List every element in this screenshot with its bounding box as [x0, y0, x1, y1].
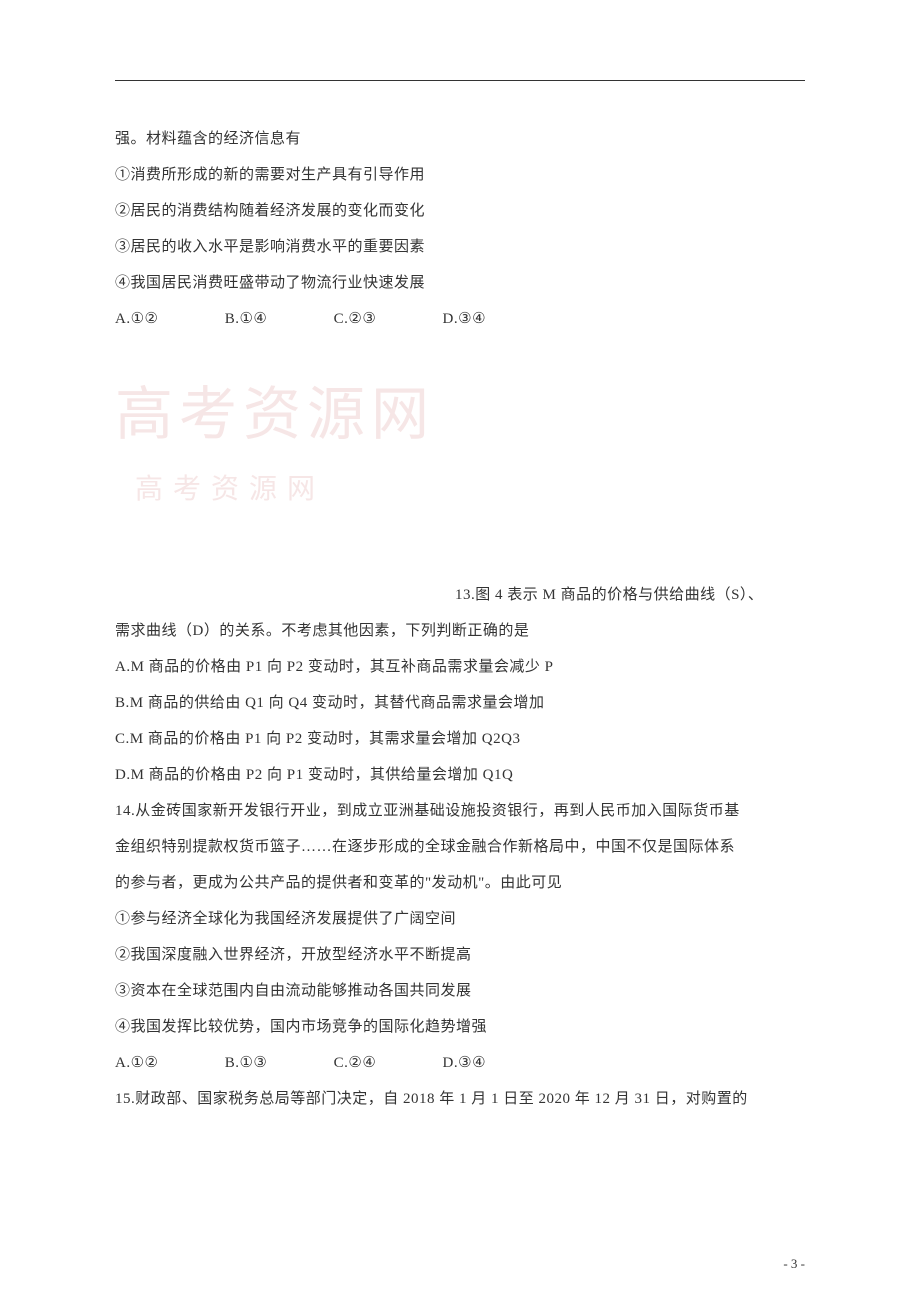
- q12-option-c: C.②③: [334, 301, 377, 337]
- q14-statement-4: ④我国发挥比较优势，国内市场竞争的国际化趋势增强: [115, 1009, 805, 1045]
- q12-stem-continued: 强。材料蕴含的经济信息有: [115, 121, 805, 157]
- q14-statement-3: ③资本在全球范围内自由流动能够推动各国共同发展: [115, 973, 805, 1009]
- page-container: 强。材料蕴含的经济信息有 ①消费所形成的新的需要对生产具有引导作用 ②居民的消费…: [0, 0, 920, 1302]
- q12-option-b: B.①④: [225, 301, 268, 337]
- q12-statement-3: ③居民的收入水平是影响消费水平的重要因素: [115, 229, 805, 265]
- q14-statement-2: ②我国深度融入世界经济，开放型经济水平不断提高: [115, 937, 805, 973]
- q14-options: A.①② B.①③ C.②④ D.③④: [115, 1045, 805, 1081]
- watermark-line-1: 高考资源网: [115, 367, 435, 451]
- q12-options: A.①② B.①④ C.②③ D.③④: [115, 301, 805, 337]
- q13-lead-text: 13.图 4 表示 M 商品的价格与供给曲线（S）、: [455, 577, 805, 613]
- watermark-region: 高考资源网 高考资源网: [115, 357, 395, 597]
- q14-option-d: D.③④: [443, 1045, 486, 1081]
- q14-line-1: 14.从金砖国家新开发银行开业，到成立亚洲基础设施投资银行，再到人民币加入国际货…: [115, 793, 805, 829]
- q13-option-c: C.M 商品的价格由 P1 向 P2 变动时，其需求量会增加 Q2Q3: [115, 721, 805, 757]
- q15-line-1: 15.财政部、国家税务总局等部门决定，自 2018 年 1 月 1 日至 202…: [115, 1081, 805, 1117]
- q13-option-a: A.M 商品的价格由 P1 向 P2 变动时，其互补商品需求量会减少 P: [115, 649, 805, 685]
- q13-stem-2: 需求曲线（D）的关系。不考虑其他因素，下列判断正确的是: [115, 613, 805, 649]
- top-rule: [115, 80, 805, 81]
- q13-option-d: D.M 商品的价格由 P2 向 P1 变动时，其供给量会增加 Q1Q: [115, 757, 805, 793]
- q12-statement-1: ①消费所形成的新的需要对生产具有引导作用: [115, 157, 805, 193]
- page-number: - 3 -: [783, 1256, 805, 1272]
- q12-statement-2: ②居民的消费结构随着经济发展的变化而变化: [115, 193, 805, 229]
- q14-option-c: C.②④: [334, 1045, 377, 1081]
- q12-option-d: D.③④: [443, 301, 486, 337]
- q14-option-a: A.①②: [115, 1045, 158, 1081]
- q12-statement-4: ④我国居民消费旺盛带动了物流行业快速发展: [115, 265, 805, 301]
- q14-line-3: 的参与者，更成为公共产品的提供者和变革的"发动机"。由此可见: [115, 865, 805, 901]
- watermark-line-2: 高考资源网: [135, 467, 325, 507]
- q13-option-b: B.M 商品的供给由 Q1 向 Q4 变动时，其替代商品需求量会增加: [115, 685, 805, 721]
- q14-line-2: 金组织特别提款权货币篮子……在逐步形成的全球金融合作新格局中，中国不仅是国际体系: [115, 829, 805, 865]
- q14-statement-1: ①参与经济全球化为我国经济发展提供了广阔空间: [115, 901, 805, 937]
- q12-option-a: A.①②: [115, 301, 158, 337]
- q14-option-b: B.①③: [225, 1045, 268, 1081]
